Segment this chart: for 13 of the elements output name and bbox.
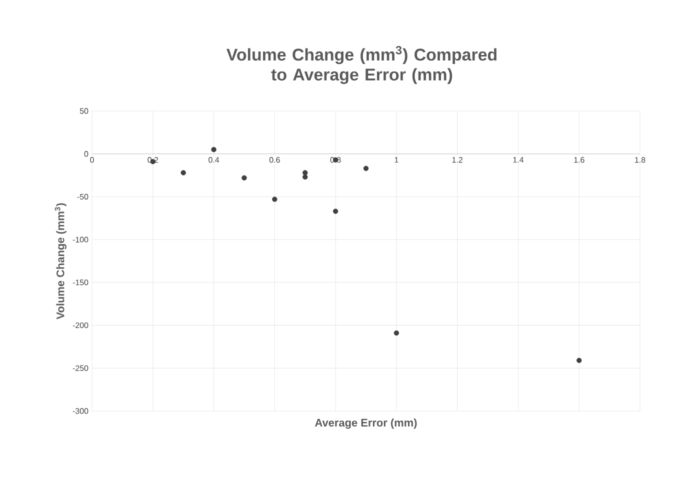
point — [363, 166, 369, 172]
point — [211, 146, 216, 152]
point — [576, 358, 582, 364]
y-axis-title: Volume Change (mm$^{3}$) — [54, 203, 66, 320]
point — [302, 170, 308, 176]
point — [394, 330, 400, 336]
point — [302, 174, 308, 180]
x-axis-title: Average Error (mm) — [315, 418, 417, 429]
point — [332, 208, 338, 214]
point — [242, 175, 247, 180]
point — [272, 196, 278, 202]
chart-title: Volume Change (mm$^{3}$) Compared to Average Error (mm) — [226, 46, 496, 84]
point — [180, 170, 186, 176]
